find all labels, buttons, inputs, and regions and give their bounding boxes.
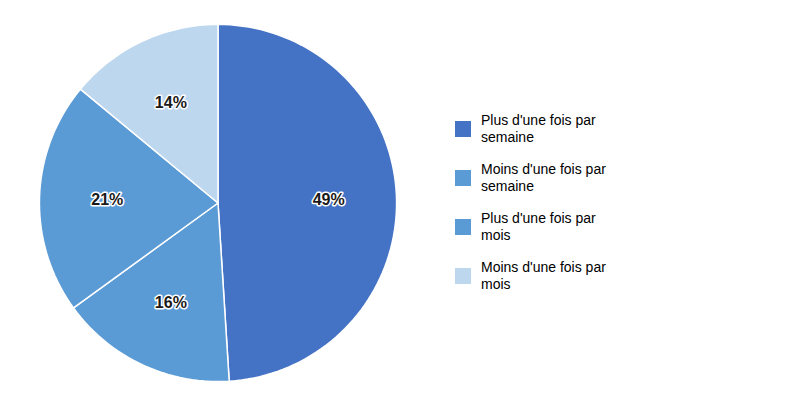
svg-text:16%: 16% bbox=[155, 294, 187, 311]
html-text:Moins d'une fois par semaine: Moins d'une fois par semaine bbox=[481, 160, 606, 194]
svg-text:14%: 14% bbox=[155, 94, 187, 111]
svg-text:21%: 21% bbox=[91, 191, 123, 208]
html-text:Moins d'une fois par mois: Moins d'une fois par mois bbox=[481, 258, 606, 292]
html-text:Plus d'une fois par semaine: Plus d'une fois par semaine bbox=[481, 111, 596, 145]
html-text:Plus d'une fois par mois: Plus d'une fois par mois bbox=[481, 209, 596, 243]
svg-text:49%: 49% bbox=[313, 191, 345, 208]
